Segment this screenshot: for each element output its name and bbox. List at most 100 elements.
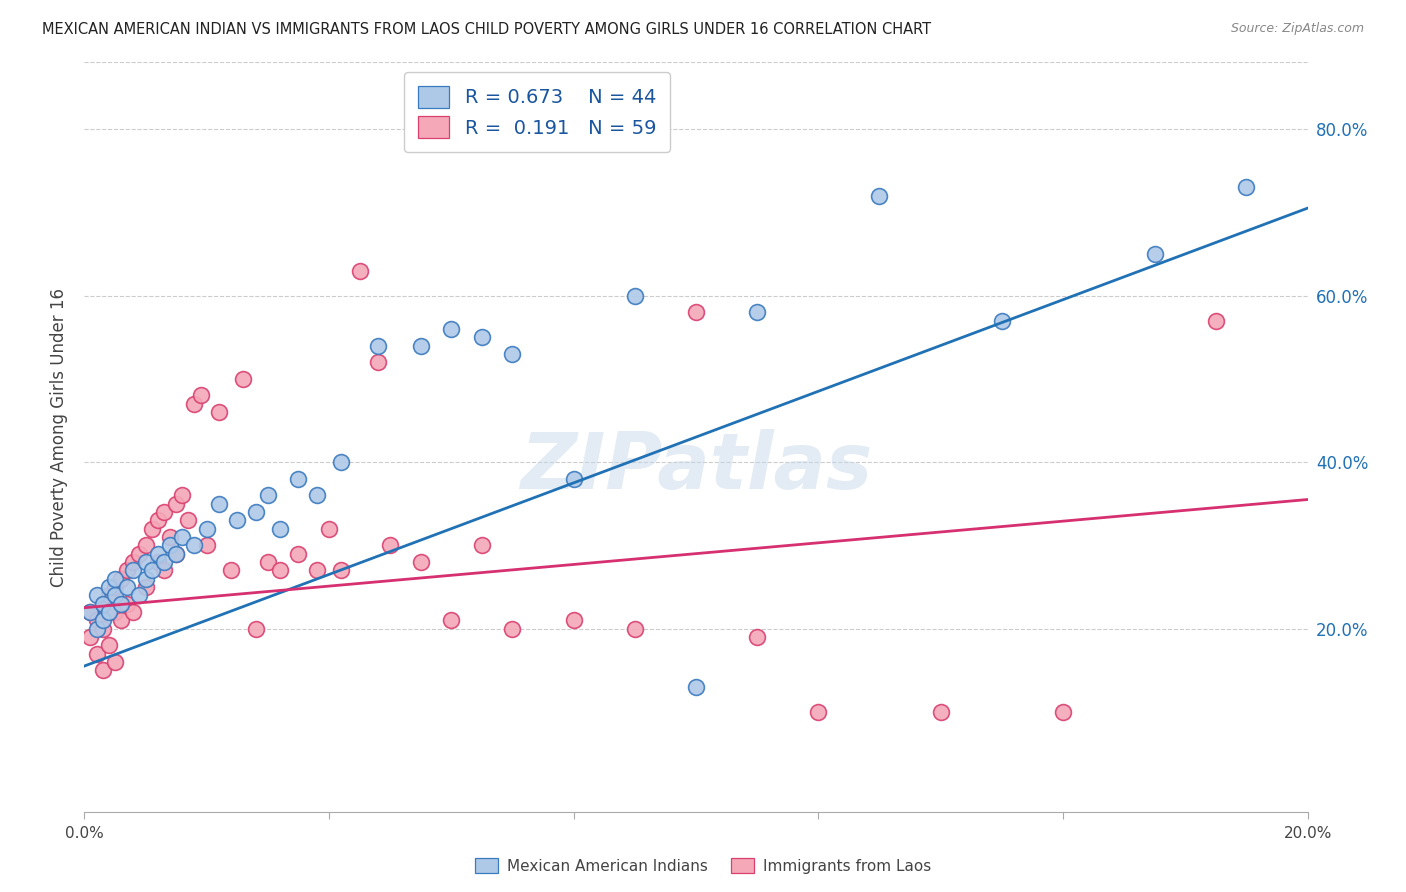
Point [135,580,157,594]
Point [135,572,157,586]
Point [104,572,127,586]
Point [165,497,187,511]
Point [190,388,212,402]
Point [86,588,108,602]
Point [128,547,150,561]
Point [1052,705,1074,719]
Point [471,330,494,344]
Point [165,547,187,561]
Point [367,355,389,369]
Point [146,513,169,527]
Point [115,597,138,611]
Point [287,547,309,561]
Point [153,563,176,577]
Point [869,188,891,202]
Point [86,613,108,627]
Point [685,305,707,319]
Point [97,580,120,594]
Point [929,705,952,719]
Point [159,538,181,552]
Text: Source: ZipAtlas.com: Source: ZipAtlas.com [1230,22,1364,36]
Point [165,547,187,561]
Point [305,488,328,502]
Point [110,597,132,611]
Point [219,563,242,577]
Point [1205,313,1227,327]
Point [440,613,463,627]
Point [502,347,524,361]
Point [122,555,145,569]
Point [305,563,328,577]
Point [104,588,127,602]
Point [269,563,291,577]
Text: ZIPatlas: ZIPatlas [520,429,872,505]
Point [91,597,114,611]
Point [208,405,231,419]
Point [245,622,267,636]
Point [91,622,114,636]
Point [91,613,114,627]
Point [380,538,402,552]
Point [91,663,114,677]
Point [146,547,169,561]
Point [502,622,524,636]
Point [807,705,830,719]
Point [177,513,200,527]
Point [1236,180,1258,194]
Point [104,605,127,619]
Point [97,638,120,652]
Point [153,555,176,569]
Point [115,563,138,577]
Point [562,613,585,627]
Point [747,305,769,319]
Point [208,497,231,511]
Y-axis label: Child Poverty Among Girls Under 16: Child Poverty Among Girls Under 16 [49,287,67,587]
Point [86,647,108,661]
Point [330,563,353,577]
Point [115,580,138,594]
Point [1143,247,1166,261]
Point [128,588,150,602]
Point [135,538,157,552]
Point [172,530,194,544]
Point [471,538,494,552]
Point [97,588,120,602]
Point [245,505,267,519]
Legend: Mexican American Indians, Immigrants from Laos: Mexican American Indians, Immigrants fro… [468,852,938,880]
Point [195,538,218,552]
Point [624,288,647,302]
Point [747,630,769,644]
Point [257,488,280,502]
Point [269,522,291,536]
Point [330,455,353,469]
Point [141,522,163,536]
Point [86,622,108,636]
Point [562,472,585,486]
Point [287,472,309,486]
Point [685,680,707,694]
Text: MEXICAN AMERICAN INDIAN VS IMMIGRANTS FROM LAOS CHILD POVERTY AMONG GIRLS UNDER : MEXICAN AMERICAN INDIAN VS IMMIGRANTS FR… [42,22,931,37]
Point [195,522,218,536]
Point [97,605,120,619]
Point [440,322,463,336]
Point [318,522,340,536]
Point [135,555,157,569]
Point [79,605,101,619]
Point [349,263,371,277]
Point [159,530,181,544]
Point [991,313,1014,327]
Point [153,505,176,519]
Point [409,338,432,352]
Point [409,555,432,569]
Point [79,605,101,619]
Point [624,622,647,636]
Point [104,655,127,669]
Point [110,572,132,586]
Point [257,555,280,569]
Legend: R = 0.673    N = 44, R =  0.191   N = 59: R = 0.673 N = 44, R = 0.191 N = 59 [405,72,669,152]
Point [172,488,194,502]
Point [367,338,389,352]
Point [183,538,205,552]
Point [232,372,254,386]
Point [122,605,145,619]
